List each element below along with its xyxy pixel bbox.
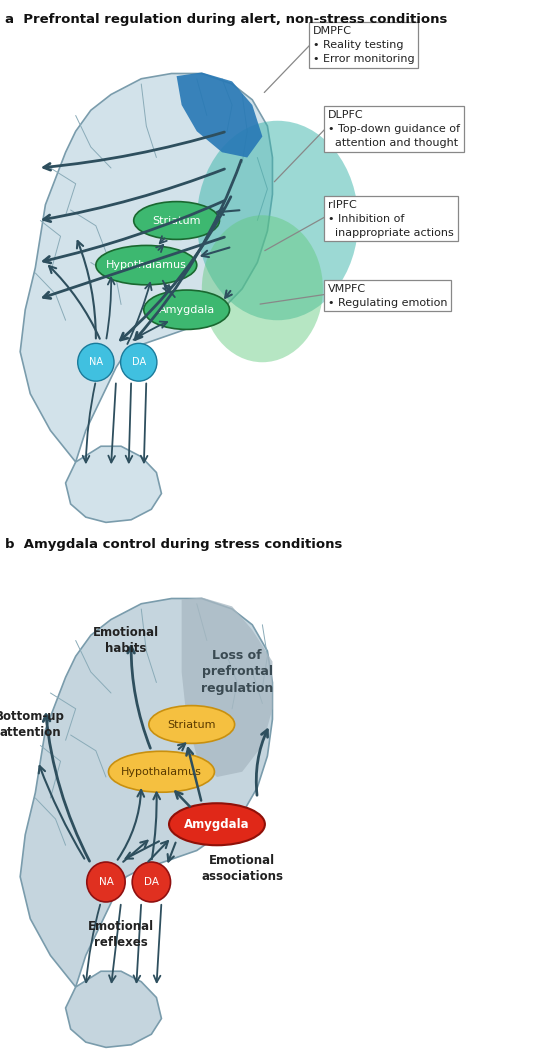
Text: Bottom-up
attention: Bottom-up attention bbox=[0, 710, 65, 739]
Ellipse shape bbox=[149, 706, 235, 743]
Circle shape bbox=[132, 862, 170, 902]
Text: NA: NA bbox=[99, 877, 113, 887]
Ellipse shape bbox=[108, 752, 214, 793]
Text: DA: DA bbox=[132, 357, 146, 367]
Text: Emotional
associations: Emotional associations bbox=[201, 855, 283, 883]
Text: Loss of
prefrontal
regulation: Loss of prefrontal regulation bbox=[201, 649, 273, 695]
Ellipse shape bbox=[202, 215, 323, 362]
Ellipse shape bbox=[96, 246, 197, 285]
Text: Amygdala: Amygdala bbox=[159, 304, 215, 315]
Text: DLPFC
• Top-down guidance of
  attention and thought: DLPFC • Top-down guidance of attention a… bbox=[328, 110, 460, 148]
Ellipse shape bbox=[144, 290, 230, 330]
Polygon shape bbox=[65, 971, 162, 1048]
Text: DMPFC
• Reality testing
• Error monitoring: DMPFC • Reality testing • Error monitori… bbox=[313, 26, 415, 64]
Polygon shape bbox=[65, 446, 162, 523]
Text: Emotional
reflexes: Emotional reflexes bbox=[88, 920, 154, 949]
Polygon shape bbox=[20, 74, 273, 462]
Ellipse shape bbox=[197, 121, 358, 320]
Text: VMPFC
• Regulating emotion: VMPFC • Regulating emotion bbox=[328, 284, 447, 308]
Polygon shape bbox=[176, 72, 263, 158]
Text: Hypothalamus: Hypothalamus bbox=[121, 766, 202, 777]
Text: Striatum: Striatum bbox=[168, 719, 216, 730]
Text: Amygdala: Amygdala bbox=[184, 818, 250, 831]
Text: Hypothalamus: Hypothalamus bbox=[106, 260, 186, 270]
Ellipse shape bbox=[169, 803, 265, 845]
Text: DA: DA bbox=[144, 877, 159, 887]
Text: Emotional
habits: Emotional habits bbox=[93, 626, 159, 655]
Polygon shape bbox=[20, 598, 273, 987]
Text: b  Amygdala control during stress conditions: b Amygdala control during stress conditi… bbox=[5, 538, 342, 551]
Text: NA: NA bbox=[89, 357, 103, 367]
Circle shape bbox=[120, 343, 157, 381]
Circle shape bbox=[87, 862, 125, 902]
Circle shape bbox=[78, 343, 114, 381]
Polygon shape bbox=[181, 597, 273, 777]
Ellipse shape bbox=[134, 202, 219, 239]
Text: Striatum: Striatum bbox=[152, 215, 201, 226]
Text: rIPFC
• Inhibition of
  inappropriate actions: rIPFC • Inhibition of inappropriate acti… bbox=[328, 200, 453, 237]
Text: a  Prefrontal regulation during alert, non-stress conditions: a Prefrontal regulation during alert, no… bbox=[5, 13, 447, 26]
